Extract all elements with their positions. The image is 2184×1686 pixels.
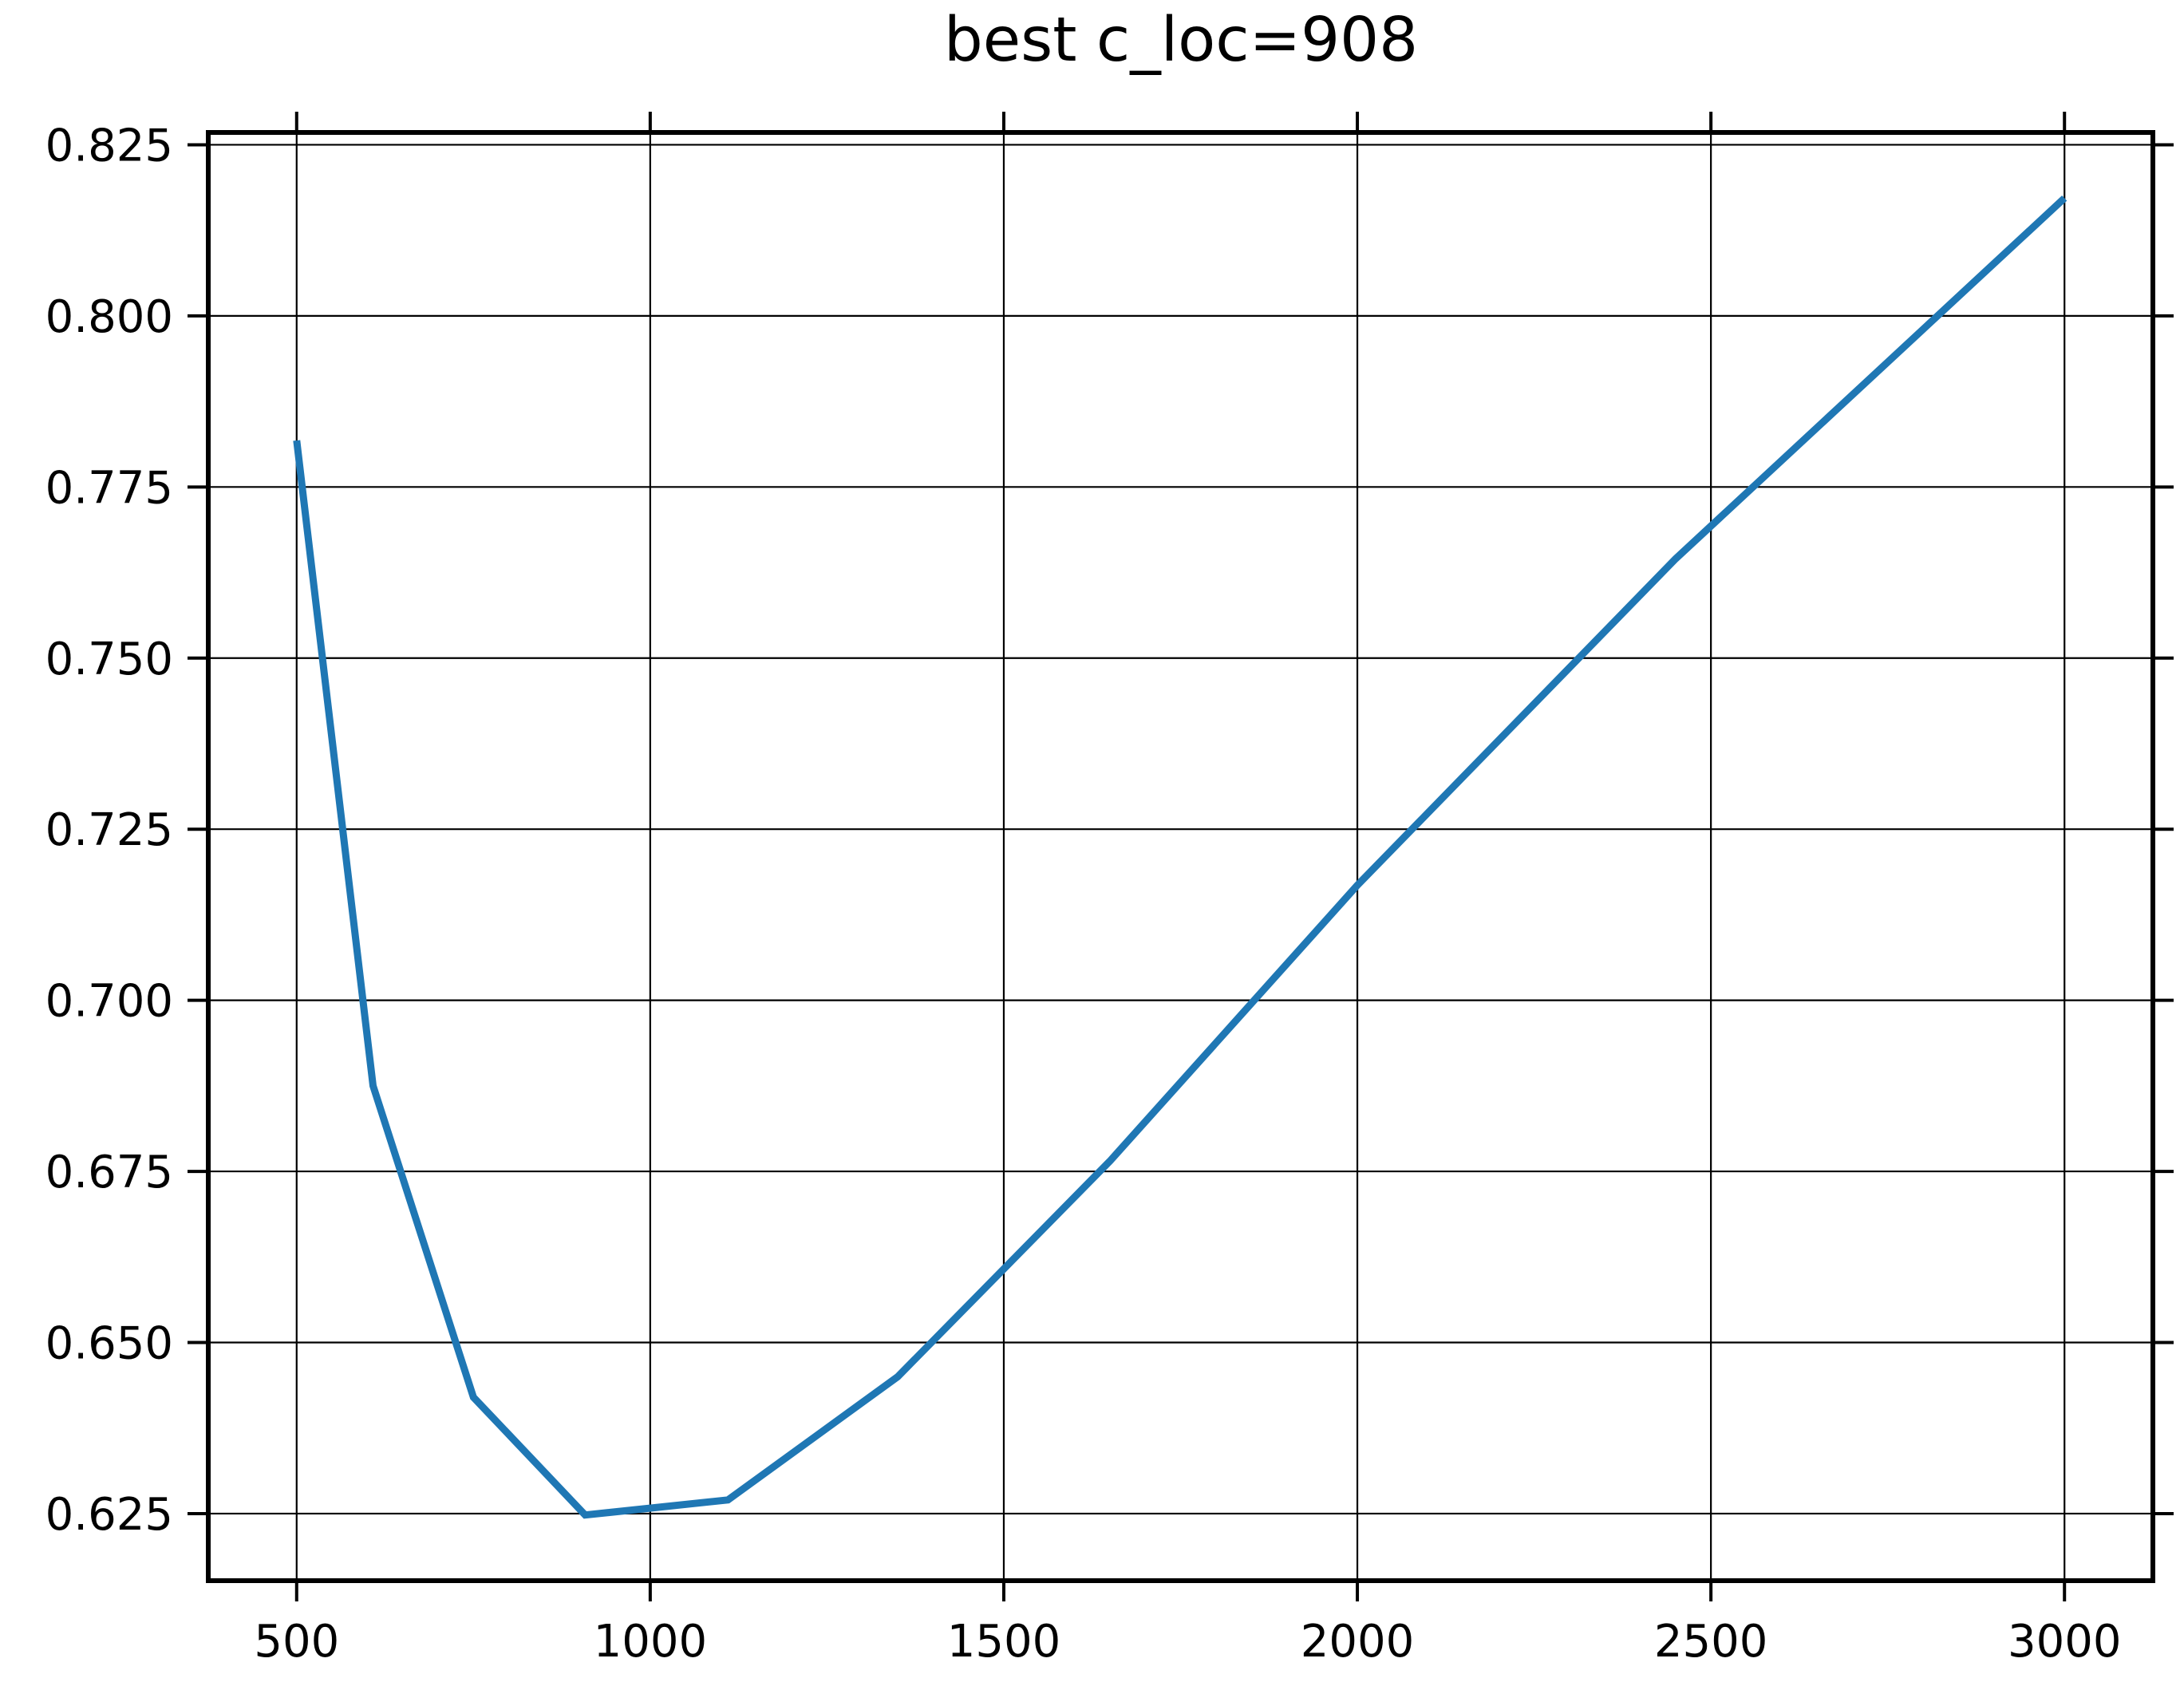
- grid: [208, 132, 2153, 1581]
- x-tick-label: 1500: [947, 1616, 1061, 1668]
- x-tick-label: 2500: [1654, 1616, 1768, 1668]
- y-tick-label: 0.675: [45, 1147, 173, 1198]
- axes-frame: [206, 130, 2155, 1583]
- ticks: [188, 112, 2174, 1601]
- y-tick-label: 0.725: [45, 804, 173, 856]
- series-line: [293, 195, 2067, 1519]
- x-tick-label: 1000: [594, 1616, 708, 1668]
- series-layer: [293, 195, 2067, 1519]
- data-point: [585, 1514, 586, 1515]
- y-tick-label: 0.800: [45, 291, 173, 343]
- data-point: [1109, 1161, 1110, 1162]
- data-point: [1357, 885, 1358, 886]
- x-tick-label: 500: [254, 1616, 339, 1668]
- y-tick-label: 0.825: [45, 120, 173, 172]
- y-tick-label: 0.700: [45, 976, 173, 1028]
- data-point: [2064, 198, 2065, 199]
- x-tick-label: 3000: [2008, 1616, 2122, 1668]
- tick-labels: 500 1000 1500 2000 2500 3000 0.625 0.650 0.675 0.…: [45, 120, 2122, 1668]
- x-tick-label: 2000: [1301, 1616, 1415, 1668]
- y-tick-label: 0.625: [45, 1489, 173, 1541]
- chart-title: best c_loc=908: [944, 5, 1418, 76]
- y-tick-label: 0.750: [45, 634, 173, 685]
- data-point: [473, 1397, 474, 1398]
- data-point: [728, 1499, 729, 1500]
- y-tick-label: 0.775: [45, 462, 173, 514]
- y-tick-label: 0.650: [45, 1318, 173, 1370]
